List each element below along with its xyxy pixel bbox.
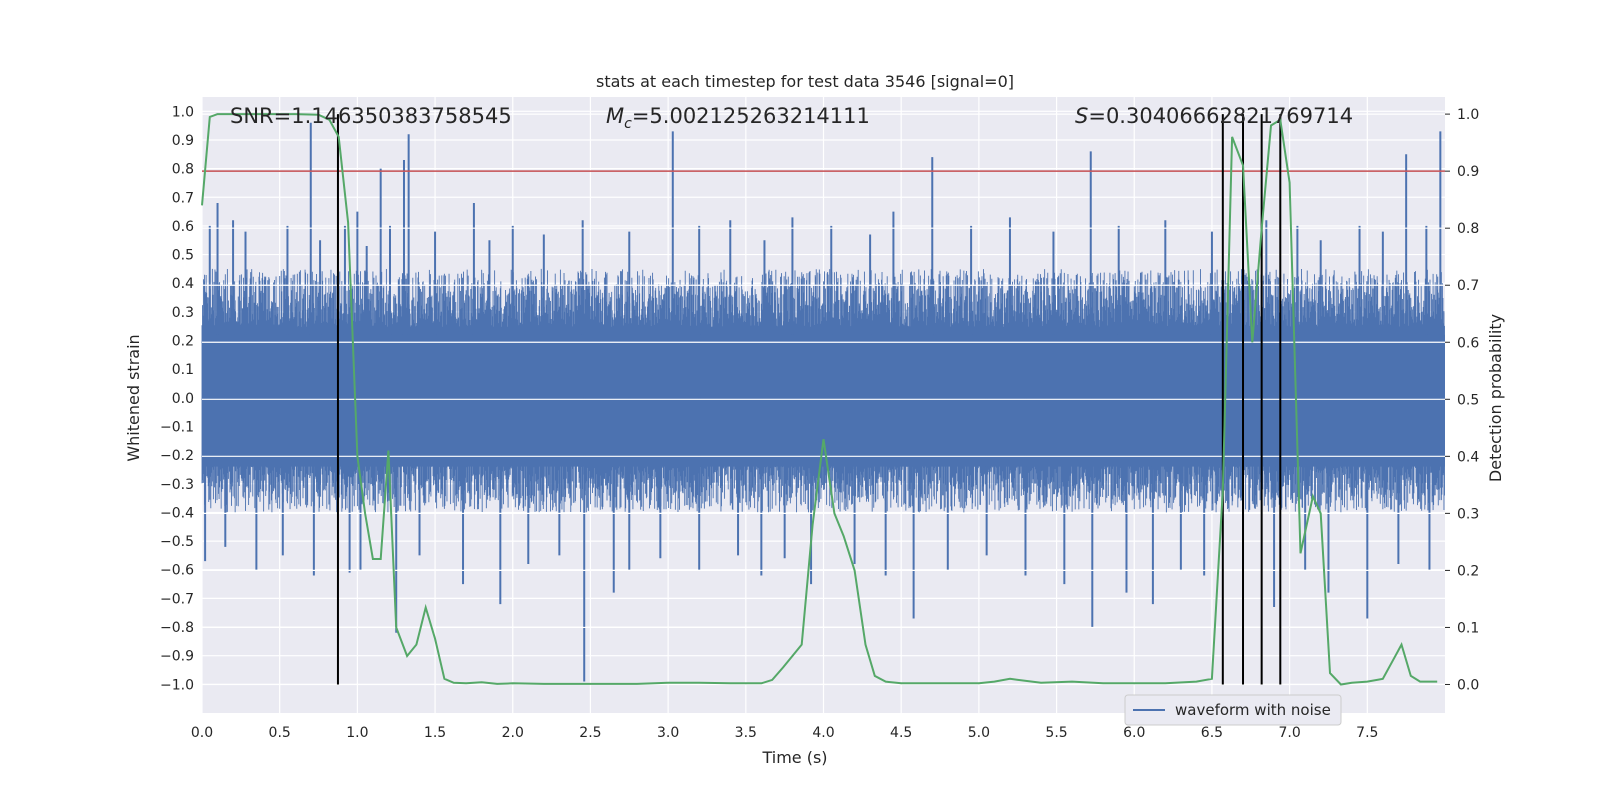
x-tick-label: 3.0: [657, 725, 679, 741]
y2-tick-label: 1.0: [1457, 107, 1479, 123]
x-tick-label: 5.0: [968, 725, 990, 741]
y-tick-label: 0.0: [172, 391, 194, 407]
s-value: =0.30406662821769714: [1088, 104, 1353, 128]
x-tick-label: 3.5: [735, 725, 757, 741]
chirp-mass-annotation: Mc=5.002125263214111: [606, 104, 870, 132]
y-tick-label: −0.4: [160, 505, 194, 521]
x-tick-label: 5.5: [1045, 725, 1067, 741]
x-tick-label: 0.5: [269, 725, 291, 741]
s-annotation: S=0.30406662821769714: [1075, 104, 1353, 128]
x-tick-label: 2.5: [579, 725, 601, 741]
y2-tick-label: 0.6: [1457, 335, 1479, 351]
y2-gridlines: [202, 113, 1445, 686]
y2-tick-label: 0.5: [1457, 392, 1479, 408]
snr-annotation: SNR=1.146350383758545: [230, 104, 512, 128]
y-tick-label: 0.2: [172, 334, 194, 350]
y-tick-label: 0.5: [172, 248, 194, 264]
legend-label: waveform with noise: [1175, 701, 1331, 719]
y2-tick-label: 0.8: [1457, 221, 1479, 237]
y-tick-label: −0.6: [160, 563, 194, 579]
y2-tick-label: 0.9: [1457, 164, 1479, 180]
s-symbol: S: [1075, 104, 1088, 128]
legend: waveform with noise: [1124, 694, 1342, 726]
x-tick-label: 1.5: [424, 725, 446, 741]
chart-title: stats at each timestep for test data 354…: [596, 72, 1014, 91]
y2-tick-label: 0.7: [1457, 278, 1479, 294]
x-tick-label: 1.0: [346, 725, 368, 741]
probability-series: [201, 113, 1438, 686]
chirp-mass-value: =5.002125263214111: [632, 104, 870, 128]
y2-axis-label: Detection probability: [1486, 314, 1505, 482]
y2-tick-label: 0.3: [1457, 506, 1479, 522]
y-tick-label: −0.5: [160, 534, 194, 550]
y2-tick-label: 0.1: [1457, 620, 1479, 636]
x-axis-ticks: 0.0 0.5 1.0 1.5 2.0 2.5 3.0 3.5 4.0 4.5 5.0 5.5 6.0 6…: [191, 725, 1379, 741]
chirp-mass-symbol: M: [606, 104, 624, 128]
y-tick-label: 0.4: [172, 276, 194, 292]
y-tick-label: 0.9: [172, 133, 194, 149]
y-tick-label: 0.1: [172, 362, 194, 378]
y-tick-label: 0.7: [172, 190, 194, 206]
x-tick-label: 6.5: [1201, 725, 1223, 741]
y-tick-label: −0.7: [160, 591, 194, 607]
y-axis-label: Whitened strain: [124, 334, 143, 461]
x-tick-label: 4.0: [812, 725, 834, 741]
y-axis-ticks: 1.0 0.9 0.8 0.7 0.6 0.5 0.4 0.3 0.2 0.1 0.0 −0.1 −0.…: [160, 104, 194, 693]
x-tick-label: 4.5: [890, 725, 912, 741]
y2-axis-ticks: 1.0 0.9 0.8 0.7 0.6 0.5 0.4 0.3 0.2 0.1 0.0: [1445, 107, 1479, 693]
y-tick-label: 1.0: [172, 104, 194, 120]
legend-box: [1124, 694, 1342, 726]
y-tick-label: 0.3: [172, 305, 194, 321]
x-tick-label: 7.5: [1356, 725, 1378, 741]
y-tick-label: −0.1: [160, 419, 194, 435]
y-tick-label: 0.8: [172, 162, 194, 178]
y-tick-label: −0.2: [160, 448, 194, 464]
x-tick-label: 2.0: [502, 725, 524, 741]
y2-tick-label: 0.0: [1457, 677, 1479, 693]
chirp-mass-subscript: c: [624, 116, 632, 132]
x-axis-label: Time (s): [761, 748, 827, 767]
x-tick-label: 7.0: [1278, 725, 1300, 741]
y-tick-label: −0.3: [160, 477, 194, 493]
y-tick-label: −0.9: [160, 649, 194, 665]
x-tick-label: 6.0: [1123, 725, 1145, 741]
y-tick-label: 0.6: [172, 219, 194, 235]
y2-tick-label: 0.4: [1457, 449, 1479, 465]
detection-markers: [336, 114, 1282, 685]
x-tick-label: 0.0: [191, 725, 213, 741]
y-tick-label: −0.8: [160, 620, 194, 636]
y2-tick-label: 0.2: [1457, 563, 1479, 579]
y-tick-label: −1.0: [160, 677, 194, 693]
